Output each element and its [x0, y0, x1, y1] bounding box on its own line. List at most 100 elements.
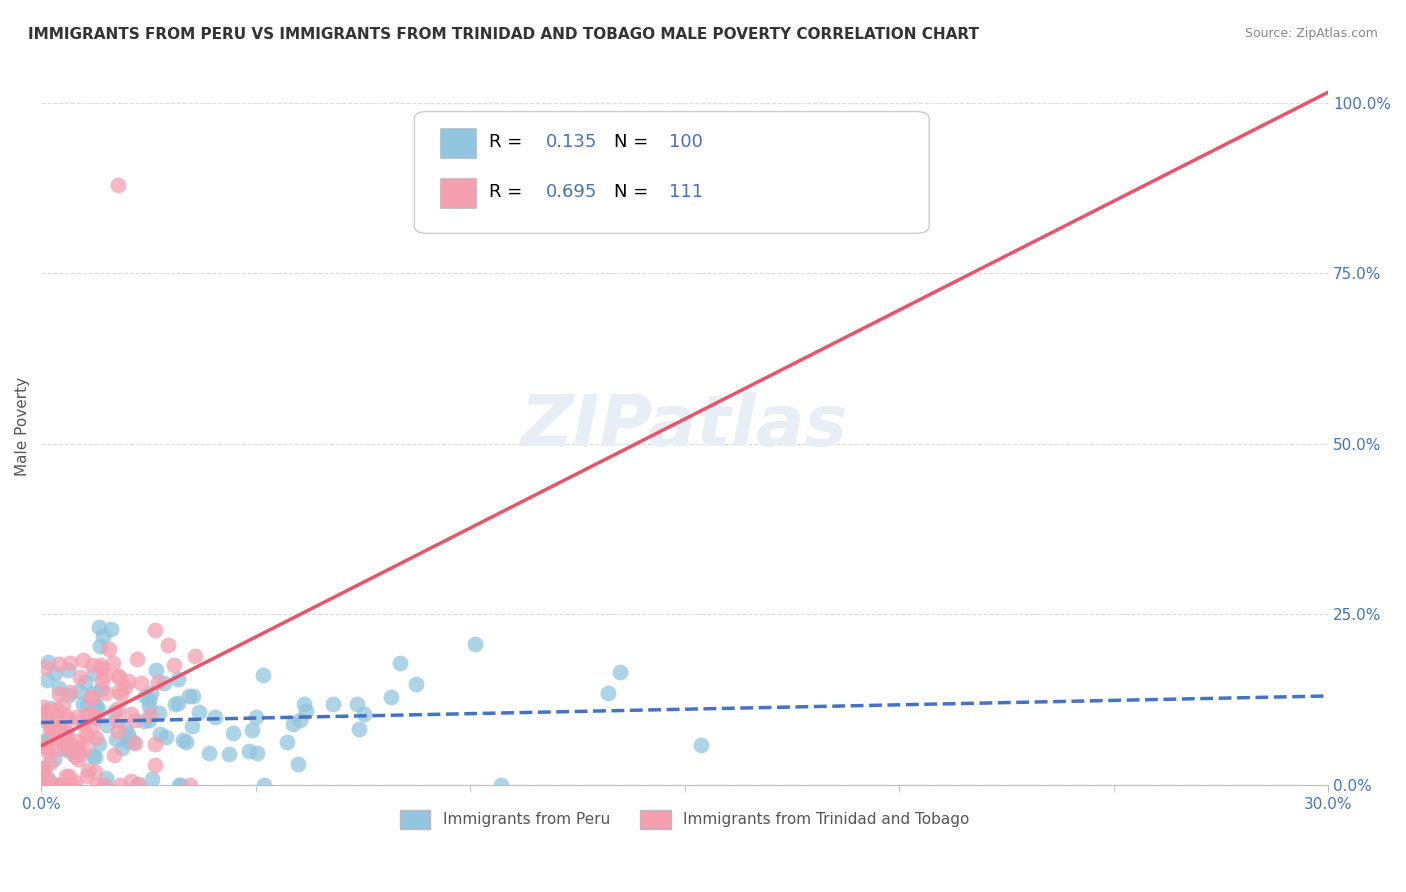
- Point: [39, 701, 62, 715]
- Text: N =: N =: [614, 184, 654, 202]
- Point: [76, 698, 98, 713]
- Point: [98, 642, 121, 657]
- Point: [138, 713, 160, 727]
- Point: [156, 638, 179, 652]
- Point: [72, 653, 94, 667]
- Point: [44, 778, 66, 792]
- Point: [238, 744, 260, 758]
- Point: [63, 748, 86, 763]
- Point: [111, 740, 134, 755]
- Point: [67, 742, 90, 756]
- Point: [55, 728, 77, 742]
- Point: [87, 620, 110, 634]
- Point: [114, 680, 136, 694]
- Point: [609, 665, 631, 680]
- Point: [295, 704, 318, 718]
- Point: [69, 670, 91, 684]
- Point: [117, 674, 139, 689]
- Point: [63, 775, 86, 789]
- Point: [52, 698, 75, 713]
- Point: [281, 717, 304, 731]
- Point: [32, 705, 55, 719]
- Point: [222, 726, 245, 740]
- Point: [77, 763, 100, 777]
- Point: [131, 676, 153, 690]
- Point: [59, 743, 82, 757]
- Point: [37, 705, 59, 719]
- Point: [55, 769, 77, 783]
- Point: [91, 661, 114, 675]
- Text: ZIPatlas: ZIPatlas: [522, 392, 848, 461]
- Point: [41, 778, 63, 792]
- Point: [89, 657, 111, 672]
- Point: [52, 737, 75, 751]
- Point: [86, 778, 108, 792]
- Point: [125, 652, 148, 666]
- Point: [93, 629, 115, 643]
- Point: [120, 707, 142, 722]
- Point: [253, 778, 276, 792]
- Point: [56, 729, 79, 743]
- Point: [56, 663, 79, 677]
- Point: [124, 713, 146, 727]
- Point: [174, 734, 197, 748]
- Text: IMMIGRANTS FROM PERU VS IMMIGRANTS FROM TRINIDAD AND TOBAGO MALE POVERTY CORRELA: IMMIGRANTS FROM PERU VS IMMIGRANTS FROM …: [28, 27, 979, 42]
- Point: [94, 778, 117, 792]
- Text: 100: 100: [669, 133, 703, 152]
- FancyBboxPatch shape: [415, 112, 929, 234]
- Point: [32, 700, 55, 714]
- Point: [44, 666, 66, 681]
- Point: [143, 757, 166, 772]
- Point: [105, 702, 128, 716]
- Point: [79, 706, 101, 721]
- FancyBboxPatch shape: [440, 178, 477, 208]
- Point: [96, 771, 118, 785]
- Point: [141, 772, 163, 787]
- Point: [138, 699, 160, 714]
- Point: [114, 722, 136, 736]
- Point: [56, 778, 79, 792]
- Point: [141, 686, 163, 700]
- Point: [46, 731, 69, 745]
- Point: [32, 714, 55, 728]
- Point: [138, 693, 160, 707]
- Point: [48, 681, 70, 695]
- Point: [93, 668, 115, 682]
- Point: [80, 690, 103, 704]
- Point: [689, 738, 711, 752]
- Point: [179, 778, 201, 792]
- Point: [45, 778, 67, 792]
- Point: [89, 640, 111, 654]
- Point: [37, 745, 59, 759]
- Point: [67, 741, 90, 756]
- Point: [108, 778, 131, 792]
- Point: [124, 735, 146, 749]
- Point: [276, 735, 298, 749]
- Point: [181, 689, 204, 703]
- Point: [83, 750, 105, 764]
- Point: [82, 686, 104, 700]
- Point: [101, 657, 124, 671]
- Point: [58, 685, 80, 699]
- Point: [121, 735, 143, 749]
- Point: [107, 669, 129, 683]
- Point: [87, 737, 110, 751]
- Point: [72, 697, 94, 711]
- Point: [246, 746, 269, 760]
- Point: [292, 698, 315, 712]
- Point: [120, 774, 142, 789]
- Point: [58, 712, 80, 726]
- Point: [166, 696, 188, 710]
- Point: [32, 764, 55, 779]
- Point: [53, 736, 76, 750]
- Point: [66, 752, 89, 766]
- Point: [59, 657, 82, 671]
- Point: [349, 722, 371, 736]
- Point: [107, 178, 129, 192]
- Point: [322, 697, 344, 711]
- Point: [48, 657, 70, 671]
- Point: [75, 726, 97, 740]
- Point: [53, 708, 76, 723]
- Point: [84, 698, 107, 713]
- Point: [115, 733, 138, 747]
